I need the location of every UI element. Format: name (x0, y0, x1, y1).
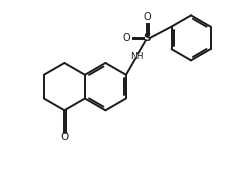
Text: NH: NH (130, 52, 143, 61)
Text: S: S (144, 33, 151, 43)
Text: O: O (123, 33, 130, 43)
Text: O: O (60, 132, 68, 142)
Text: O: O (143, 12, 151, 22)
